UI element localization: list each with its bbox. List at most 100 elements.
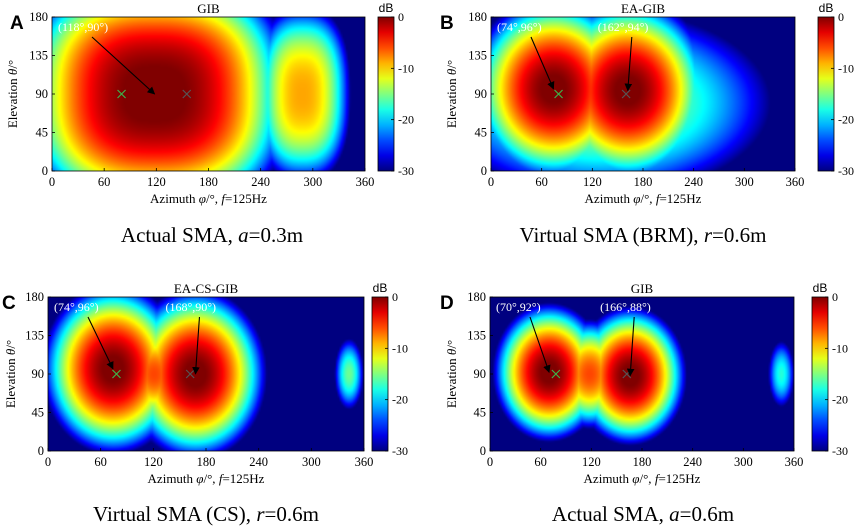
peak-arrow [624,36,633,92]
y-tick-label: 0 [481,164,487,178]
peak-arrow [192,316,201,375]
peak-label: (70°,92°) [496,300,541,314]
x-tick-label: 300 [303,175,322,189]
y-tick-label: 45 [36,126,49,140]
colorbar-unit: dB [819,1,834,15]
colorbar-unit: dB [373,281,388,295]
colorbar-tick-label: -30 [832,444,848,458]
panel-d: D GIB 0 60 120 180 240 300 360 0 45 90 135 180 Azimuth… [440,281,848,526]
y-tick-label: 180 [467,290,486,304]
y-tick-label: 135 [468,49,487,63]
colorbar-tick-label: -30 [392,444,408,458]
colorbar [377,16,395,172]
y-tick-label: 45 [474,406,487,420]
y-tick-label: 0 [38,444,44,458]
colorbar-tick-label: 0 [832,290,838,304]
peak-arrow [626,316,635,377]
peak-arrow [87,316,114,370]
colorbar-tick-label: -10 [832,341,848,355]
colorbar-tick-label: -10 [838,61,854,75]
x-tick-label: 360 [355,455,374,469]
y-tick-label: 180 [25,290,44,304]
y-tick-label: 0 [42,164,48,178]
peak-label: (162°,94°) [598,20,649,34]
true-source-marker [117,89,126,99]
colorbar-tick-label: -10 [398,61,414,75]
peak-label: (168°,90°) [165,300,216,314]
x-tick-label: 0 [45,455,51,469]
panel-title: EA-GIB [621,1,665,16]
colorbar-tick-label: -20 [838,113,854,127]
y-tick-label: 180 [468,10,487,24]
y-tick-label: 135 [467,329,486,343]
x-tick-label: 120 [144,455,163,469]
colorbar [371,296,389,452]
panel-b: B EA-GIB 0 60 120 180 240 300 360 0 45 90 135 180 Azim… [440,1,854,247]
panel-title: GIB [631,281,654,296]
panel-caption: Actual SMA, a=0.3m [121,223,303,247]
x-tick-label: 0 [488,175,494,189]
colorbar-tick-label: -20 [832,393,848,407]
x-tick-label: 240 [683,455,702,469]
peak-label: (118°,90°) [58,20,108,34]
colorbar-tick-label: -10 [392,341,408,355]
peak-arrow [530,36,555,90]
true-source-marker [554,89,563,99]
heatmap-image [52,17,365,171]
x-tick-label: 180 [633,455,652,469]
x-tick-label: 240 [684,175,703,189]
panel-title: EA-CS-GIB [174,281,239,296]
x-tick-label: 360 [786,175,805,189]
heatmap-image [490,297,794,451]
y-tick-label: 90 [474,367,487,381]
panel-caption: Virtual SMA (BRM), r=0.6m [520,223,767,247]
y-axis-label: Elevation θ/° [444,60,459,128]
colorbar [811,296,829,452]
colorbar-unit: dB [379,1,394,15]
x-tick-label: 60 [94,455,107,469]
x-tick-label: 180 [197,455,216,469]
x-axis-label: Azimuth φ/°, f=125Hz [148,471,265,486]
panel-letter: C [2,293,16,314]
x-tick-label: 120 [147,175,166,189]
y-tick-label: 0 [480,444,486,458]
x-tick-label: 240 [249,455,268,469]
panel-caption: Virtual SMA (CS), r=0.6m [93,502,319,526]
colorbar-tick-label: -30 [398,164,414,178]
heatmap-image [491,17,795,171]
panel-letter: B [440,13,454,34]
x-axis-label: Azimuth φ/°, f=125Hz [584,471,701,486]
panel-a: A GIB 0 60 120 180 240 300 360 0 45 90 135 180 Azimuth… [5,1,414,247]
x-tick-label: 360 [356,175,375,189]
colorbar-tick-label: -20 [398,113,414,127]
peak-arrow [91,36,156,95]
x-tick-label: 120 [582,455,601,469]
panel-letter: A [10,13,24,34]
colorbar-tick-label: 0 [392,290,398,304]
true-source-marker [551,369,561,379]
panel-caption: Actual SMA, a=0.6m [552,502,734,526]
y-tick-label: 180 [29,10,48,24]
y-axis-label: Elevation θ/° [3,340,18,408]
heatmap-image [48,297,364,451]
true-source-marker [182,89,192,99]
panel-c: C EA-CS-GIB 0 60 120 180 240 300 360 0 45 90 135 180 A… [2,281,408,526]
x-tick-label: 120 [583,175,602,189]
true-source-marker [112,369,121,379]
peak-label: (74°,96°) [54,300,99,314]
y-tick-label: 90 [36,87,49,101]
x-tick-label: 180 [634,175,653,189]
peak-label: (166°,88°) [600,300,651,314]
colorbar-tick-label: -20 [392,393,408,407]
y-tick-label: 90 [475,87,488,101]
x-axis-label: Azimuth φ/°, f=125Hz [150,191,267,206]
y-tick-label: 90 [32,367,45,381]
x-axis-label: Azimuth φ/°, f=125Hz [585,191,702,206]
x-tick-label: 240 [251,175,270,189]
x-tick-label: 60 [98,175,111,189]
x-tick-label: 180 [199,175,218,189]
x-tick-label: 300 [302,455,321,469]
x-tick-label: 0 [487,455,493,469]
colorbar-tick-label: -30 [838,164,854,178]
